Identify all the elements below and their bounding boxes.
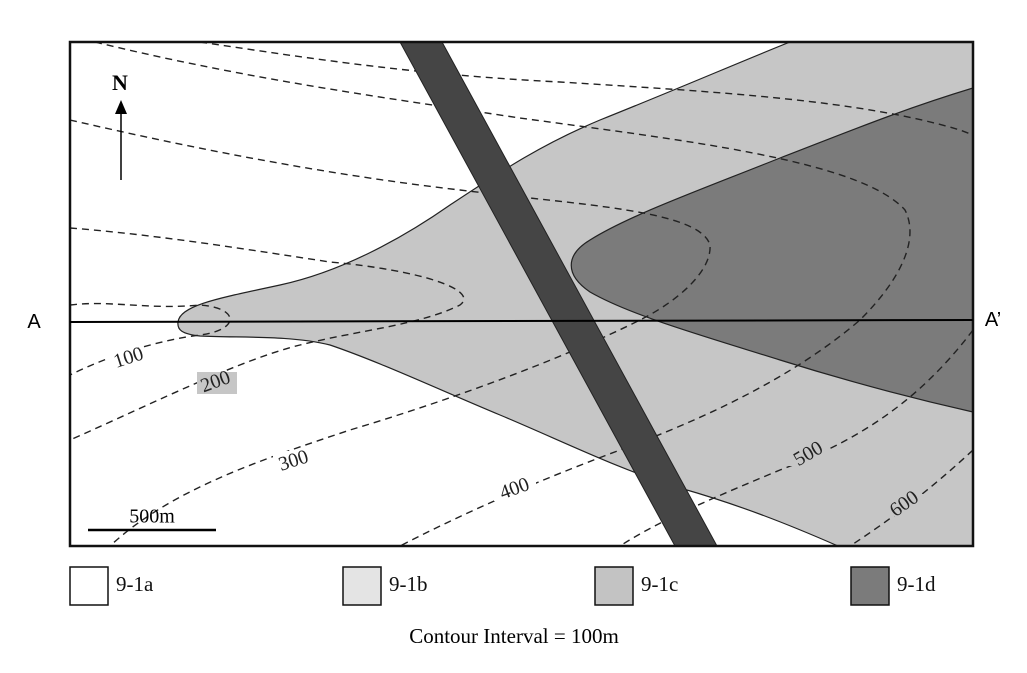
section-label-a: A (27, 311, 41, 333)
contour-label-bg (108, 348, 150, 370)
contour-line (70, 119, 711, 546)
contour-label-bg (884, 494, 926, 516)
unit-9-1d (570, 87, 973, 413)
north-label: N (112, 70, 128, 95)
contour-label-bg (788, 444, 830, 466)
legend-label: 9-1a (116, 572, 154, 596)
legend-label: 9-1b (389, 572, 428, 596)
legend-swatch (342, 566, 382, 606)
contour-line (70, 227, 465, 441)
legend-swatch (594, 566, 634, 606)
legend-label: 9-1c (641, 572, 678, 596)
scale-label: 500m (129, 506, 175, 528)
map-frame (68, 40, 975, 548)
dike (399, 42, 718, 546)
contour-label-bg (197, 372, 237, 394)
contour-label-bg (494, 479, 536, 501)
legend-swatch (69, 566, 109, 606)
section-label-a-prime: A’ (985, 309, 1001, 331)
contour-line (94, 42, 911, 546)
north-arrowhead (115, 100, 127, 114)
contour-label-bg (273, 451, 315, 473)
legend-label: 9-1d (897, 572, 936, 596)
legend-swatch (850, 566, 890, 606)
section-line (69, 319, 974, 323)
caption: Contour Interval = 100m (409, 624, 619, 648)
map-area (70, 42, 973, 546)
